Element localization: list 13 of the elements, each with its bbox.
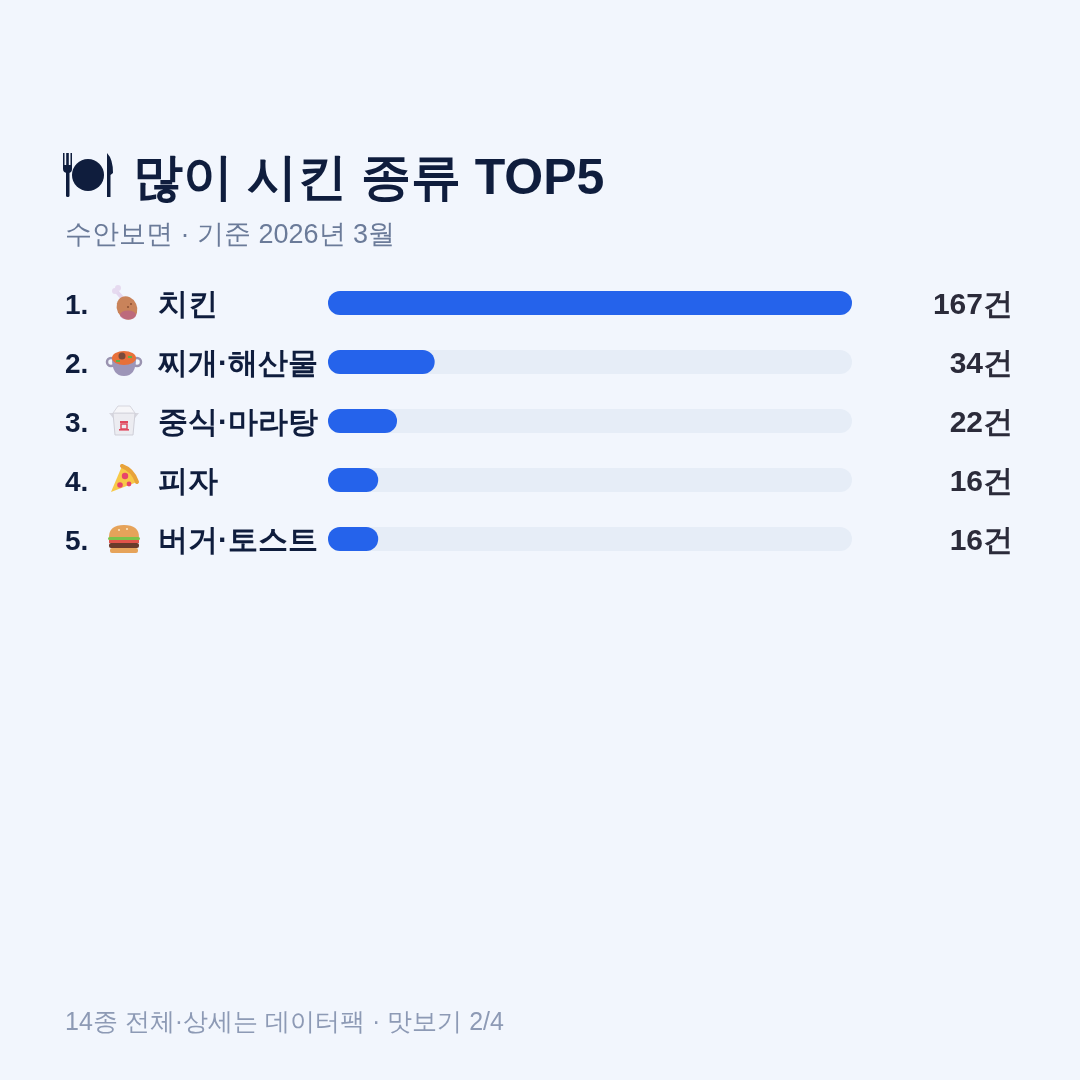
chart-subtitle: 수안보면 · 기준 2026년 3월	[65, 219, 396, 249]
data-label: 167건	[932, 287, 1013, 320]
category-label: 3. 중식·마라탕	[65, 405, 318, 438]
category-label: 4. 피자	[65, 464, 218, 497]
data-label: 16건	[949, 523, 1013, 556]
text: 14종 전체·상세는 데이터팩 · 맛보기 2/4	[65, 1007, 505, 1035]
chart-title: 많이 시킨 종류 TOP5	[133, 149, 605, 205]
category-label: 2. 찌개·해산물	[65, 346, 318, 379]
data-label: 22건	[949, 405, 1013, 438]
category-label: 5. 버거·토스트	[65, 523, 318, 556]
data-label: 16건	[949, 464, 1013, 497]
data-label: 34건	[949, 346, 1013, 379]
category-label: 1. 치킨	[65, 287, 218, 320]
